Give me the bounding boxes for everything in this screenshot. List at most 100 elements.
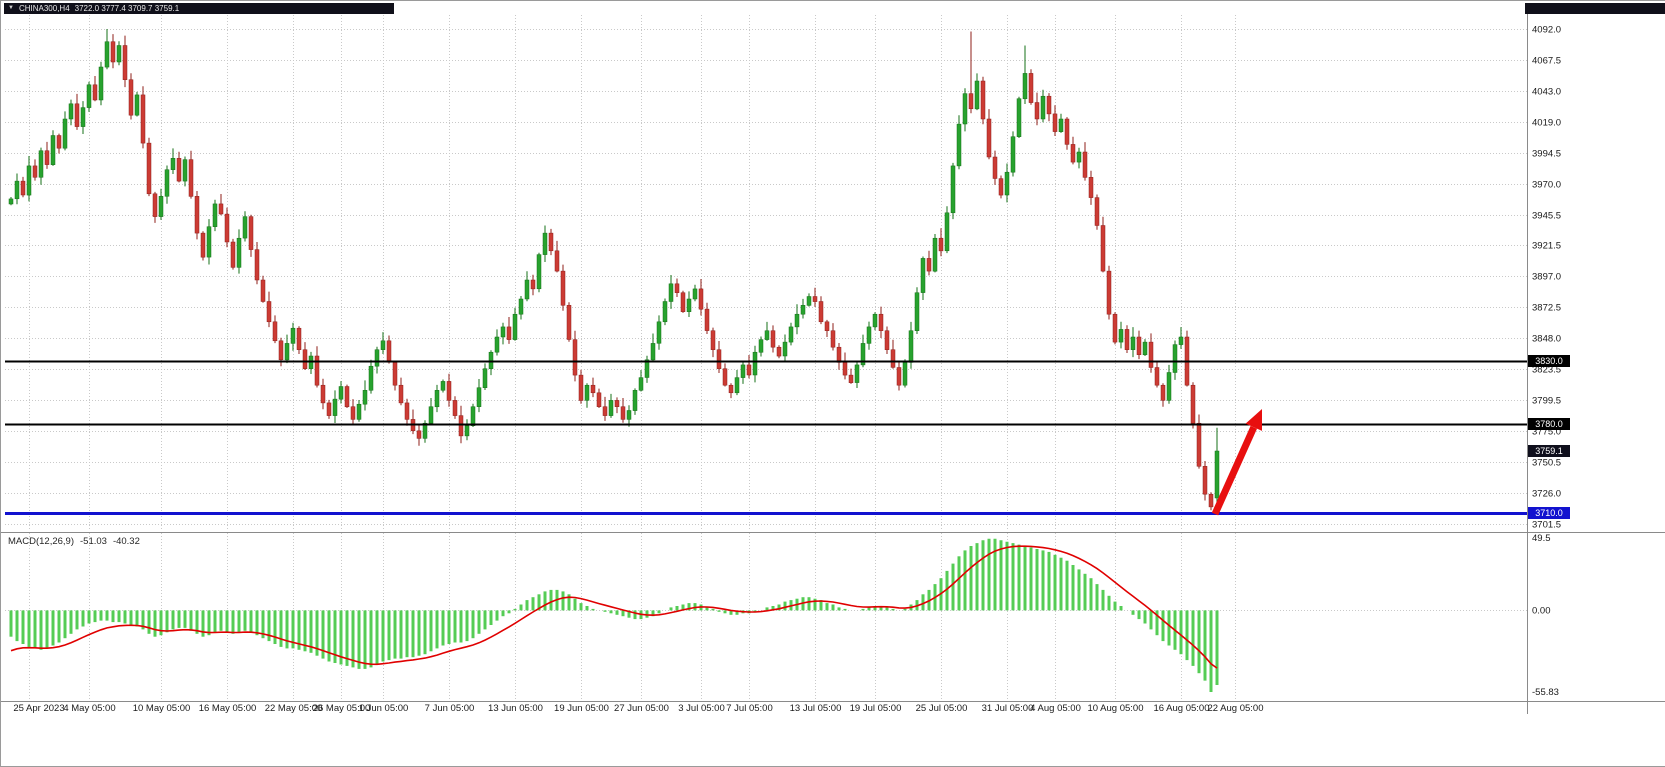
price-axis-label: 3994.5 (1532, 149, 1561, 160)
candle-down (770, 330, 776, 348)
candle-up (902, 362, 908, 386)
candle-up (1016, 98, 1022, 137)
candle-up (920, 258, 926, 293)
candle-up (542, 232, 548, 255)
macd-axis-label: -55.83 (1532, 687, 1559, 698)
candle-down (92, 84, 98, 101)
candle-down (314, 355, 320, 386)
time-axis-label: 19 Jun 05:00 (554, 703, 609, 714)
candle-up (1172, 344, 1178, 373)
candle-up (632, 390, 638, 411)
time-axis-label: 3 Jul 05:00 (678, 703, 724, 714)
candle-up (1010, 136, 1016, 173)
candle-down (890, 349, 896, 368)
candle-up (1022, 73, 1028, 100)
candle-down (710, 330, 716, 350)
candle-up (38, 150, 44, 178)
candle-up (338, 386, 344, 400)
price-axis-label: 3970.0 (1532, 180, 1561, 191)
time-axis-label: 7 Jul 05:00 (726, 703, 772, 714)
price-axis-label: 3921.5 (1532, 241, 1561, 252)
candle-up (536, 254, 542, 290)
axis-labels[interactable]: 4092.0 4067.5 4043.0 4019.0 3994.5 3970.0 3945… (13, 25, 1561, 715)
candle-down (218, 203, 224, 215)
candle-up (1130, 336, 1136, 350)
macd-axis-label: 49.5 (1532, 533, 1551, 544)
candle-down (980, 80, 986, 120)
candle-down (812, 296, 818, 302)
price-axis-label: 3799.5 (1532, 396, 1561, 407)
candle-down (1070, 144, 1076, 163)
trend-arrow-annotation (1211, 409, 1262, 516)
time-axis-label: 16 May 05:00 (199, 703, 257, 714)
candle-down (416, 430, 422, 439)
candle-up (752, 351, 758, 376)
candle-down (1088, 177, 1094, 198)
price-axis-label: 3897.0 (1532, 272, 1561, 283)
candle-up (212, 203, 218, 227)
time-axis-label: 7 Jun 05:00 (425, 703, 475, 714)
time-axis-label: 13 Jun 05:00 (488, 703, 543, 714)
candle-up (764, 330, 770, 340)
candle-up (518, 298, 524, 315)
candle-down (884, 330, 890, 350)
price-axis-label: 4043.0 (1532, 87, 1561, 98)
candle-up (608, 400, 614, 416)
candle-up (854, 364, 860, 383)
candle-up (782, 341, 788, 357)
candle-up (362, 390, 368, 405)
candle-down (878, 313, 884, 331)
candle-down (1154, 367, 1160, 386)
price-axis-label: 3750.5 (1532, 458, 1561, 469)
candle-down (1094, 197, 1100, 226)
candle-down (320, 384, 326, 404)
price-level-badge: 3710.0 (1528, 507, 1570, 519)
candle-up (284, 343, 290, 361)
candle-down (590, 384, 596, 394)
macd-name: MACD(12,26,9) (8, 536, 74, 547)
candle-down (1082, 151, 1088, 178)
candle-down (260, 279, 266, 302)
candle-up (290, 327, 296, 344)
candle-down (278, 340, 284, 361)
candle-down (986, 118, 992, 158)
candle-down (722, 368, 728, 386)
candle-up (686, 298, 692, 312)
candle-up (8, 198, 14, 205)
candle-down (566, 305, 572, 340)
candle-up (656, 321, 662, 344)
candle-up (974, 80, 980, 110)
candle-up (1142, 341, 1148, 356)
candle-up (374, 349, 380, 367)
candle-up (170, 158, 176, 170)
candle-up (158, 196, 164, 217)
candle-up (524, 279, 530, 300)
candle-up (422, 422, 428, 439)
candle-down (350, 406, 356, 420)
candle-up (1166, 372, 1172, 401)
candle-down (266, 301, 272, 323)
candle-up (356, 403, 362, 420)
candle-up (794, 313, 800, 328)
candle-up (206, 226, 212, 258)
candle-up (1040, 95, 1046, 120)
candle-down (620, 406, 626, 420)
macd-signal-value: -40.32 (112, 536, 140, 547)
candle-down (110, 41, 116, 63)
candle-down (578, 374, 584, 401)
price-axis-label: 3872.5 (1532, 303, 1561, 314)
candle-down (146, 142, 152, 195)
dropdown-triangle-icon[interactable]: ▼ (8, 5, 14, 11)
candle-up (662, 301, 668, 323)
candle-up (500, 326, 506, 338)
time-gridlines (29, 15, 1236, 701)
price-axis-label: 4019.0 (1532, 118, 1561, 129)
symbol-info-bar[interactable]: ▼ CHINA300,H4 3722.0 3777.4 3709.7 3759.… (4, 3, 394, 14)
candle-up (962, 93, 968, 125)
time-axis-label: 4 Aug 05:00 (1030, 703, 1081, 714)
candle-up (428, 406, 434, 424)
candle-down (386, 340, 392, 363)
candle-up (98, 66, 104, 101)
time-axis-label: 10 May 05:00 (133, 703, 191, 714)
